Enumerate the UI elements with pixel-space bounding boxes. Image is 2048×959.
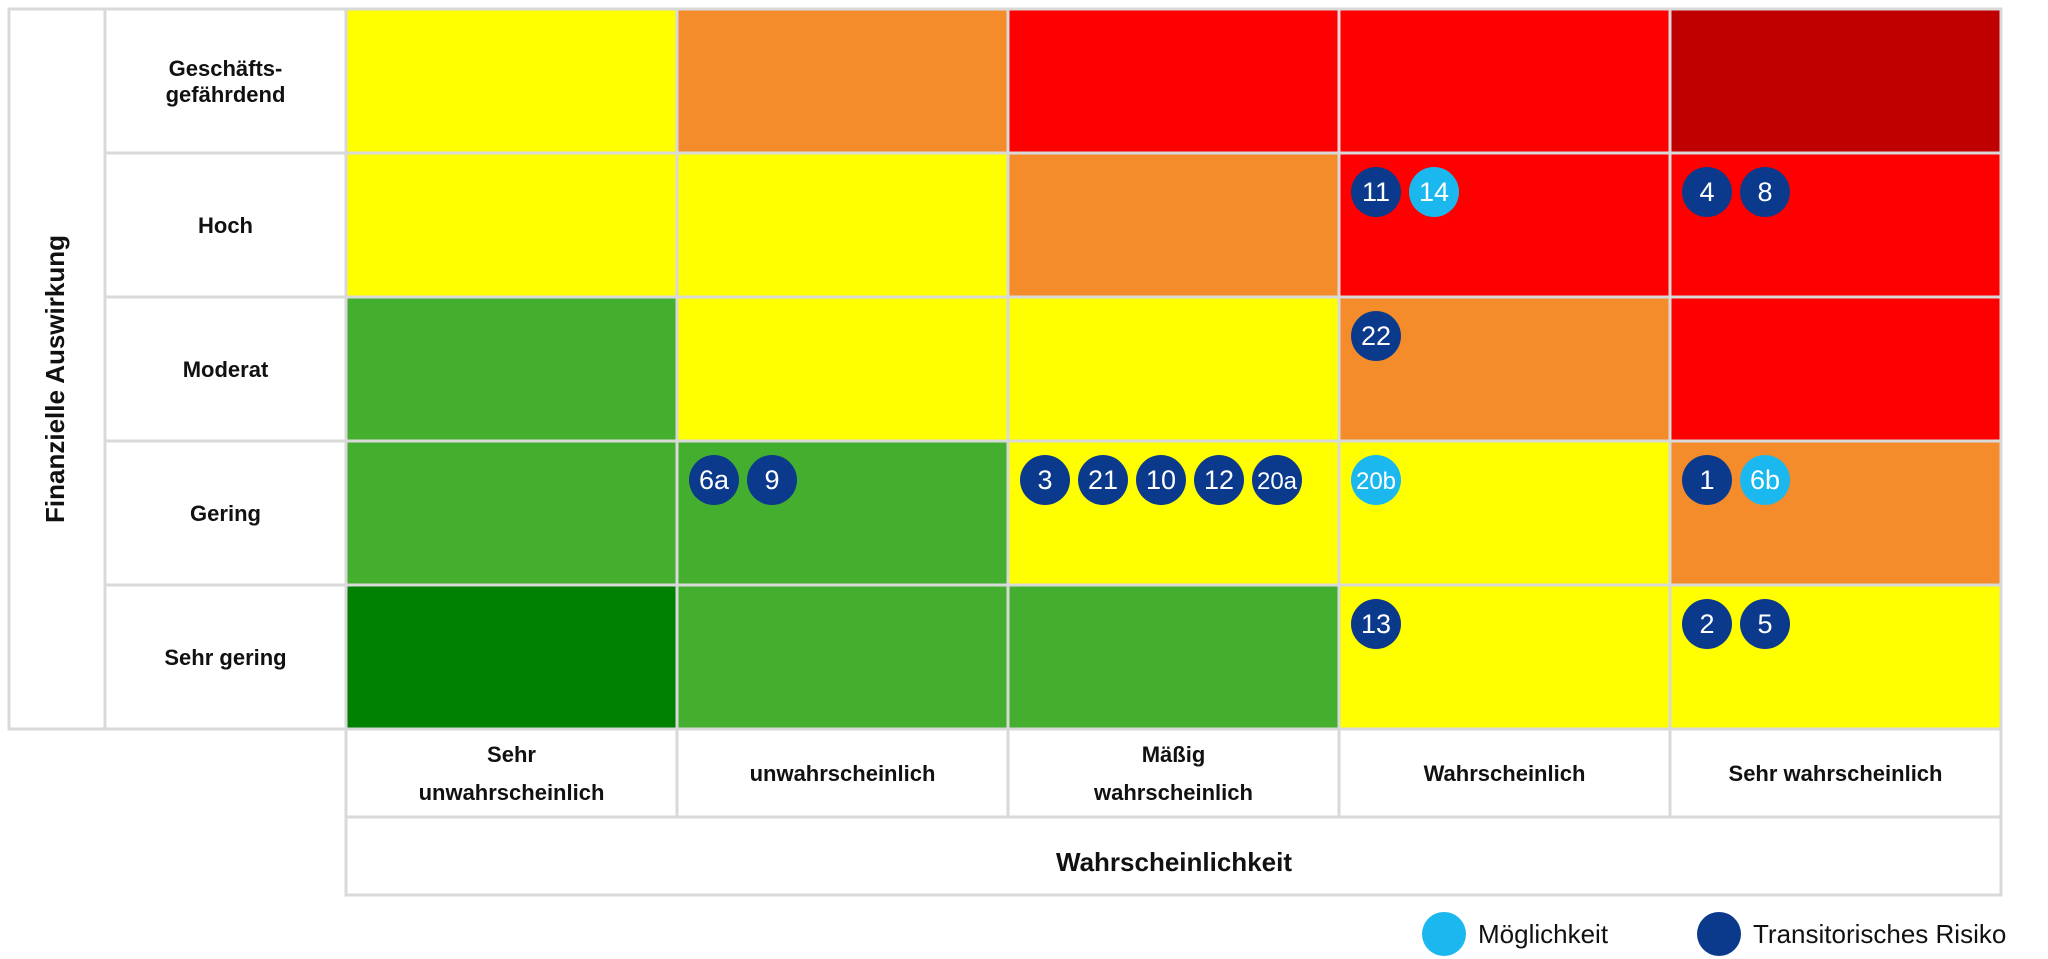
risk-bubble-label: 3 bbox=[1037, 465, 1052, 495]
legend-swatch bbox=[1697, 912, 1741, 956]
x-tick-label: unwahrscheinlich bbox=[750, 761, 936, 786]
heatmap-cell-r0-c4 bbox=[1668, 7, 2003, 155]
risk-bubble-22: 22 bbox=[1351, 311, 1401, 361]
legend-label: Möglichkeit bbox=[1478, 919, 1609, 949]
risk-bubbles: 11 14 4 8 22 6a 9 3 21 10 12 20a 20b 1 6b 13 2 5 bbox=[689, 167, 1790, 649]
risk-bubble-11: 11 bbox=[1351, 167, 1401, 217]
risk-bubble-label: 4 bbox=[1699, 177, 1714, 207]
heatmap-cell-r3-c0 bbox=[344, 439, 679, 587]
risk-bubble-label: 13 bbox=[1361, 609, 1391, 639]
risk-bubble-circle bbox=[1682, 455, 1732, 505]
heatmap-cell-r2-c0 bbox=[344, 295, 679, 443]
risk-bubble-circle bbox=[1682, 599, 1732, 649]
risk-bubble-label: 6a bbox=[699, 465, 730, 495]
risk-bubble-14: 14 bbox=[1409, 167, 1459, 217]
legend-label: Transitorisches Risiko bbox=[1753, 919, 2006, 949]
risk-bubble-circle bbox=[1351, 311, 1401, 361]
x-title-row bbox=[344, 815, 2003, 897]
y-tick-label: Gering bbox=[190, 501, 261, 526]
risk-bubble-label: 6b bbox=[1750, 465, 1780, 495]
heatmap-cell-r1-c1 bbox=[675, 151, 1010, 299]
risk-bubble-circle bbox=[1682, 167, 1732, 217]
heatmap-cell-r1-c0 bbox=[344, 151, 679, 299]
heatmap-cell-r4-c1 bbox=[675, 583, 1010, 731]
risk-bubble-circle bbox=[1136, 455, 1186, 505]
risk-bubble-circle bbox=[1351, 455, 1401, 505]
heatmap-cells bbox=[344, 7, 2003, 731]
heatmap-cell-r0-c0 bbox=[344, 7, 679, 155]
risk-bubble-label: 12 bbox=[1204, 465, 1234, 495]
risk-bubble-10: 10 bbox=[1136, 455, 1186, 505]
heatmap-cell-r0-c3 bbox=[1337, 7, 1672, 155]
risk-bubble-circle bbox=[689, 455, 739, 505]
axis-labels: Finanzielle Auswirkung Wahrscheinlichkei… bbox=[40, 56, 1942, 877]
risk-bubble-circle bbox=[747, 455, 797, 505]
risk-bubble-label: 8 bbox=[1757, 177, 1772, 207]
risk-bubble-1: 1 bbox=[1682, 455, 1732, 505]
risk-bubble-circle bbox=[1740, 599, 1790, 649]
risk-bubble-6a: 6a bbox=[689, 455, 739, 505]
legend-item-moeglichkeit: Möglichkeit bbox=[1422, 912, 1609, 956]
risk-bubble-label: 20a bbox=[1257, 468, 1298, 495]
risk-bubble-12: 12 bbox=[1194, 455, 1244, 505]
risk-bubble-label: 1 bbox=[1699, 465, 1714, 495]
heatmap-cell-r2-c2 bbox=[1006, 295, 1341, 443]
risk-bubble-6b: 6b bbox=[1740, 455, 1790, 505]
risk-bubble-2: 2 bbox=[1682, 599, 1732, 649]
risk-bubble-20b: 20b bbox=[1351, 455, 1401, 505]
risk-bubble-label: 22 bbox=[1361, 321, 1391, 351]
x-tick-label: Sehr wahrscheinlich bbox=[1729, 761, 1943, 786]
risk-bubble-label: 10 bbox=[1146, 465, 1176, 495]
y-tick-label: Moderat bbox=[183, 357, 269, 382]
risk-bubble-label: 9 bbox=[764, 465, 779, 495]
risk-bubble-13: 13 bbox=[1351, 599, 1401, 649]
heatmap-cell-r2-c4 bbox=[1668, 295, 2003, 443]
risk-bubble-4: 4 bbox=[1682, 167, 1732, 217]
x-axis-title: Wahrscheinlichkeit bbox=[1056, 847, 1292, 877]
heatmap-cell-r4-c4 bbox=[1668, 583, 2003, 731]
x-tick-label: Wahrscheinlich bbox=[1424, 761, 1586, 786]
y-tick-label: Geschäfts-gefährdend bbox=[166, 56, 286, 107]
risk-bubble-circle bbox=[1740, 167, 1790, 217]
risk-bubble-label: 20b bbox=[1356, 468, 1396, 495]
risk-bubble-9: 9 bbox=[747, 455, 797, 505]
x-tick-label: Sehr unwahrscheinlich bbox=[419, 742, 605, 805]
risk-bubble-20a: 20a bbox=[1252, 455, 1302, 505]
risk-bubble-circle bbox=[1020, 455, 1070, 505]
risk-bubble-label: 2 bbox=[1699, 609, 1714, 639]
legend-swatch bbox=[1422, 912, 1466, 956]
heatmap-cell-r2-c1 bbox=[675, 295, 1010, 443]
x-tick-label: Mäßig wahrscheinlich bbox=[1093, 742, 1253, 805]
risk-bubble-5: 5 bbox=[1740, 599, 1790, 649]
legend: Möglichkeit Transitorisches Risiko bbox=[1422, 912, 2006, 956]
risk-bubble-circle bbox=[1351, 167, 1401, 217]
risk-bubble-21: 21 bbox=[1078, 455, 1128, 505]
risk-bubble-circle bbox=[1252, 455, 1302, 505]
risk-bubble-label: 5 bbox=[1757, 609, 1772, 639]
risk-bubble-label: 11 bbox=[1362, 177, 1390, 207]
risk-bubble-circle bbox=[1409, 167, 1459, 217]
heatmap-cell-r0-c2 bbox=[1006, 7, 1341, 155]
risk-bubble-3: 3 bbox=[1020, 455, 1070, 505]
risk-bubble-circle bbox=[1740, 455, 1790, 505]
y-tick-label: Hoch bbox=[198, 213, 253, 238]
risk-bubble-8: 8 bbox=[1740, 167, 1790, 217]
heatmap-cell-r0-c1 bbox=[675, 7, 1010, 155]
risk-bubble-circle bbox=[1078, 455, 1128, 505]
heatmap-cell-r4-c2 bbox=[1006, 583, 1341, 731]
heatmap-cell-r1-c2 bbox=[1006, 151, 1341, 299]
risk-bubble-label: 14 bbox=[1419, 177, 1449, 207]
risk-bubble-circle bbox=[1194, 455, 1244, 505]
y-axis-title: Finanzielle Auswirkung bbox=[40, 235, 70, 523]
y-tick-label: Sehr gering bbox=[164, 645, 286, 670]
heatmap-cell-r4-c0 bbox=[344, 583, 679, 731]
legend-item-transitorisch: Transitorisches Risiko bbox=[1697, 912, 2006, 956]
risk-bubble-circle bbox=[1351, 599, 1401, 649]
risk-bubble-label: 21 bbox=[1088, 465, 1118, 495]
